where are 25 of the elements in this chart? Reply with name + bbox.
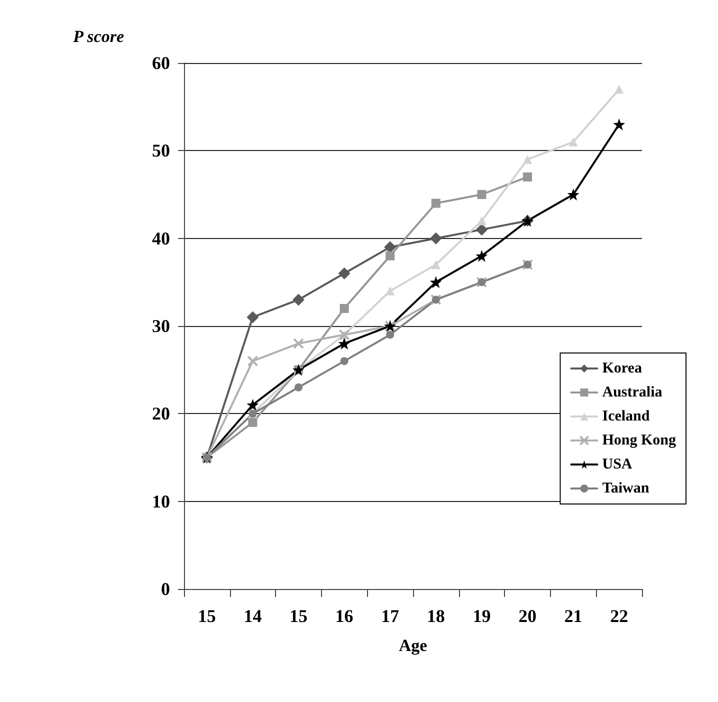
x-tick-label: 20: [518, 606, 536, 626]
x-tick-label: 22: [610, 606, 628, 626]
legend-label: Korea: [602, 360, 642, 376]
y-tick-label: 30: [152, 316, 170, 336]
x-tick-label: 17: [381, 606, 400, 626]
legend-label: Taiwan: [602, 480, 650, 496]
y-axis-title: P score: [72, 27, 124, 46]
legend-label: Hong Kong: [602, 432, 676, 448]
y-tick-label: 20: [152, 404, 170, 424]
y-tick-label: 50: [152, 140, 170, 161]
legend-label: Iceland: [602, 408, 650, 424]
y-tick-label: 40: [152, 228, 170, 248]
x-tick-label: 19: [472, 606, 491, 626]
x-tick-label: 16: [335, 606, 354, 626]
x-tick-label: 15: [290, 606, 308, 626]
y-tick-label: 10: [152, 491, 170, 512]
x-tick-label: 18: [426, 606, 445, 626]
x-tick-label: 21: [564, 606, 582, 626]
y-tick-label: 60: [152, 53, 170, 73]
legend-label: Australia: [602, 384, 663, 400]
x-axis-title: Age: [398, 636, 428, 655]
legend-label: USA: [602, 456, 632, 472]
x-tick-label: 14: [244, 606, 262, 626]
y-tick-label: 0: [161, 579, 170, 599]
x-tick-label: 15: [198, 606, 216, 626]
